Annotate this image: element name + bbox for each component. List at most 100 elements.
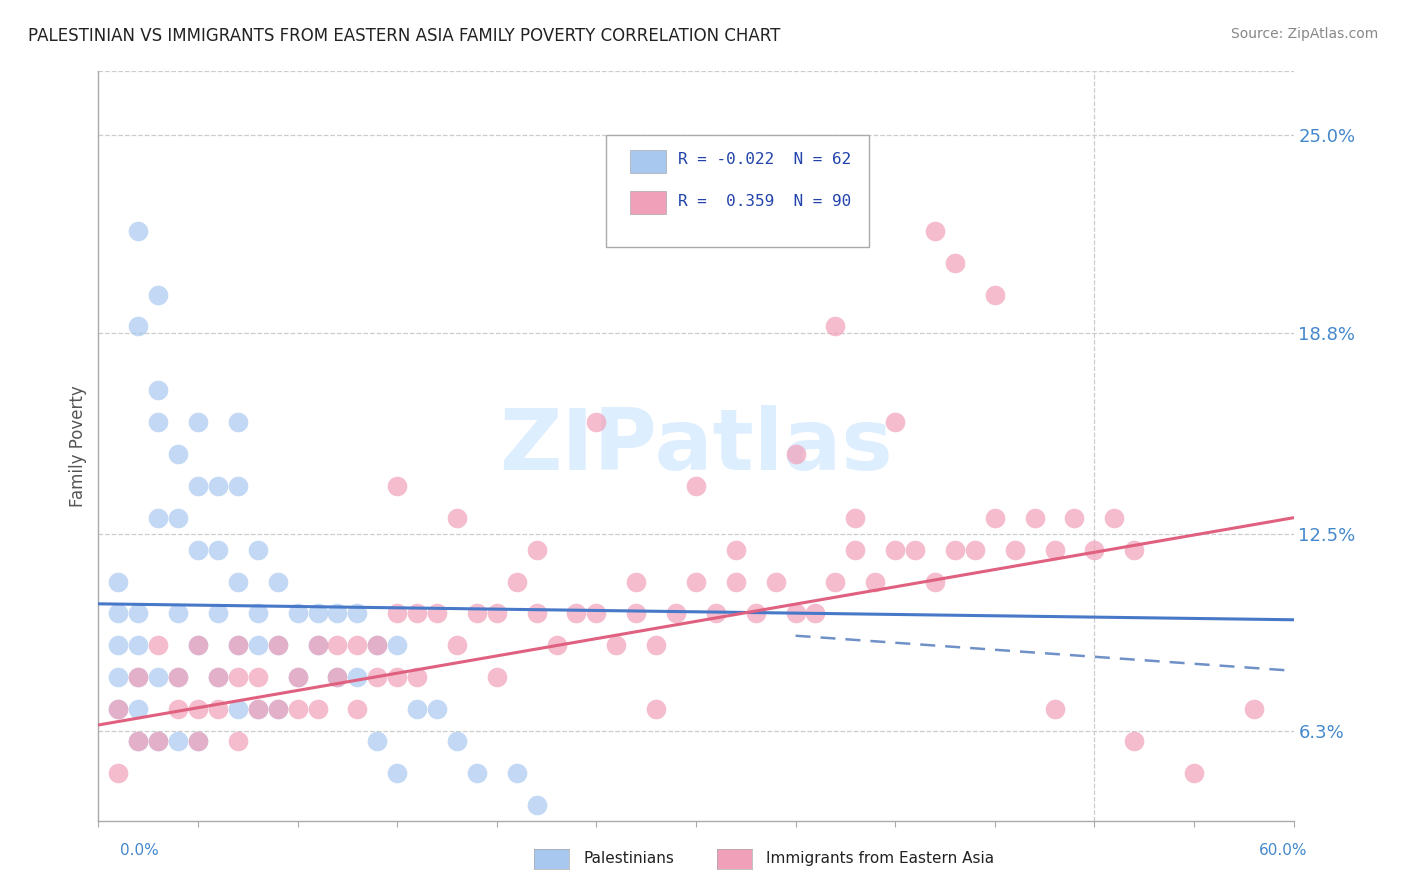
Point [127,734,149,748]
Bar [630,150,666,172]
Point [127,607,149,621]
Point [506,574,529,589]
Point [465,765,488,780]
Point [984,287,1007,301]
Point [685,574,707,589]
Point [267,574,290,589]
Text: ZIPatlas: ZIPatlas [499,404,893,488]
Point [307,607,329,621]
Point [366,638,388,652]
Point [167,510,190,524]
Point [187,638,209,652]
Point [107,670,129,684]
Point [385,638,409,652]
Point [207,607,229,621]
Point [207,670,229,684]
Point [526,542,548,557]
Point [187,702,209,716]
Point [267,702,290,716]
Point [246,638,269,652]
Point [626,574,648,589]
Point [645,638,668,652]
Point [1043,542,1066,557]
Point [107,607,129,621]
Point [585,607,607,621]
Bar [630,191,666,214]
Point [366,734,388,748]
Point [107,574,129,589]
Point [1043,702,1066,716]
Point [1123,734,1146,748]
Point [1063,510,1085,524]
Point [187,638,209,652]
Point [167,702,190,716]
Point [127,734,149,748]
Point [426,607,449,621]
Point [943,255,966,269]
Text: 0.0%: 0.0% [120,843,159,858]
Point [127,638,149,652]
Point [207,479,229,493]
Text: 60.0%: 60.0% [1260,843,1308,858]
Point [1024,510,1046,524]
Point [187,479,209,493]
Point [1243,702,1265,716]
Point [366,638,388,652]
Point [904,542,927,557]
Point [804,607,827,621]
Point [924,574,946,589]
Point [585,415,607,429]
Point [287,670,309,684]
Point [565,607,588,621]
Point [167,607,190,621]
Point [287,702,309,716]
Point [187,734,209,748]
Point [785,607,807,621]
Point [685,479,707,493]
Point [865,574,887,589]
Point [704,607,727,621]
Point [226,734,249,748]
Point [485,607,508,621]
Point [226,415,249,429]
Point [326,670,349,684]
Point [148,383,170,397]
Point [148,734,170,748]
Point [963,542,986,557]
Point [785,447,807,461]
Point [745,607,768,621]
Point [884,542,907,557]
Point [226,574,249,589]
Point [226,670,249,684]
Point [127,670,149,684]
Point [226,638,249,652]
Point [605,638,627,652]
Point [645,702,668,716]
Point [226,702,249,716]
Point [267,638,290,652]
Point [226,479,249,493]
Point [506,765,529,780]
Point [207,542,229,557]
Point [824,319,846,334]
Point [167,734,190,748]
Point [127,702,149,716]
Point [884,415,907,429]
Text: PALESTINIAN VS IMMIGRANTS FROM EASTERN ASIA FAMILY POVERTY CORRELATION CHART: PALESTINIAN VS IMMIGRANTS FROM EASTERN A… [28,27,780,45]
Point [107,702,129,716]
Point [465,607,488,621]
Point [1104,510,1126,524]
Point [626,607,648,621]
Point [148,415,170,429]
Point [346,638,368,652]
Point [943,542,966,557]
Point [187,415,209,429]
Point [207,670,229,684]
Point [307,638,329,652]
Point [187,542,209,557]
Point [406,607,429,621]
Point [346,670,368,684]
Point [526,607,548,621]
Point [385,765,409,780]
Point [246,702,269,716]
